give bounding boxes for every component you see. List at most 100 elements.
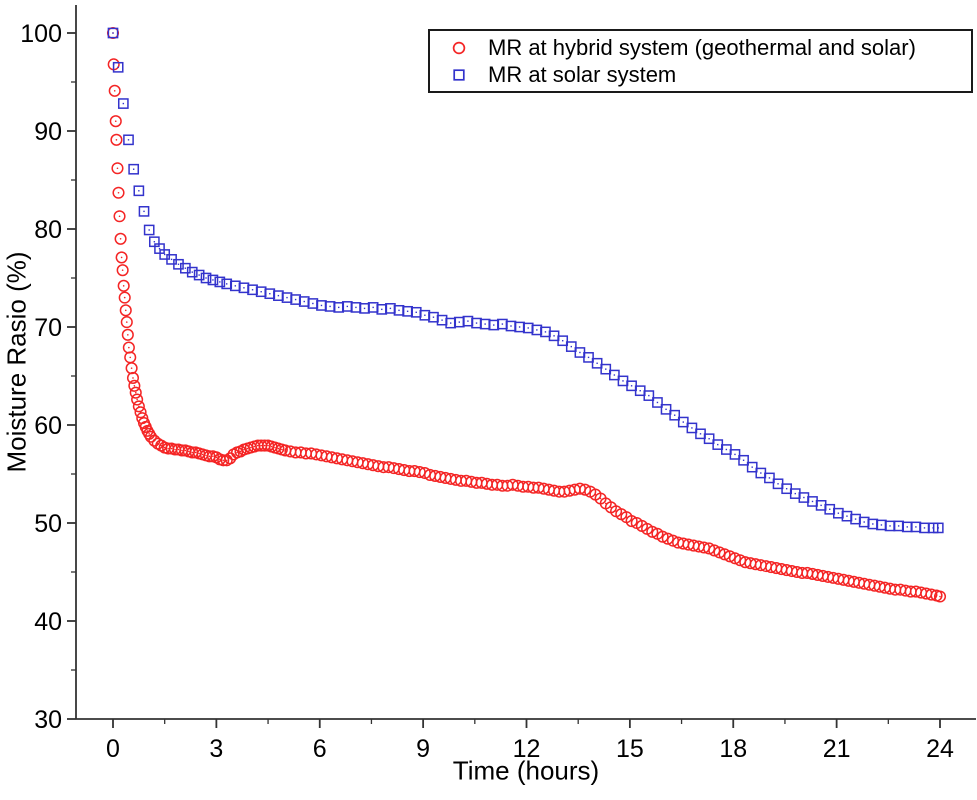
- data-point-center-dot: [338, 306, 340, 309]
- data-point-hybrid: [217, 454, 230, 467]
- data-point-center-dot: [251, 289, 254, 291]
- data-point-center-dot: [148, 433, 150, 435]
- data-point-solar: [660, 403, 672, 415]
- data-point-hybrid: [114, 232, 127, 245]
- data-point-center-dot: [269, 292, 271, 295]
- series-circle: [106, 26, 947, 603]
- data-point-center-dot: [167, 447, 169, 450]
- y-tick-label: 100: [20, 20, 62, 48]
- data-point-center-dot: [222, 459, 225, 462]
- data-point-center-dot: [205, 454, 207, 457]
- data-point-center-dot: [501, 323, 504, 325]
- data-point-center-dot: [734, 453, 736, 456]
- data-point-hybrid: [120, 316, 133, 329]
- data-point-center-dot: [863, 521, 865, 523]
- data-point-center-dot: [114, 120, 117, 122]
- data-point-center-dot: [665, 408, 667, 411]
- data-point-center-dot: [177, 263, 180, 265]
- legend-label-solar: MR at solar system: [488, 61, 677, 87]
- data-point-center-dot: [127, 334, 129, 336]
- data-point-solar: [117, 98, 129, 109]
- data-point-center-dot: [622, 380, 624, 382]
- x-tick-label: 3: [209, 735, 223, 763]
- data-point-hybrid: [708, 544, 721, 557]
- data-point-center-dot: [163, 253, 166, 256]
- data-point-hybrid: [115, 251, 128, 264]
- data-point-center-dot: [467, 320, 469, 322]
- data-point-solar: [133, 185, 145, 197]
- data-point-hybrid: [144, 430, 157, 443]
- data-point-solar: [565, 341, 577, 352]
- data-point-center-dot: [174, 448, 176, 451]
- data-point-center-dot: [553, 335, 555, 337]
- x-tick-label: 6: [313, 735, 327, 763]
- data-point-solar: [123, 134, 134, 146]
- data-point-center-dot: [935, 594, 938, 597]
- data-point-center-dot: [837, 512, 840, 514]
- data-point-center-dot: [630, 385, 633, 387]
- data-point-center-dot: [118, 215, 121, 218]
- data-point-center-dot: [239, 450, 242, 453]
- data-point-center-dot: [201, 453, 204, 456]
- data-point-hybrid: [625, 514, 638, 528]
- data-point-center-dot: [188, 450, 190, 453]
- data-point-solar: [669, 409, 681, 421]
- data-point-center-dot: [250, 446, 252, 449]
- data-point-center-dot: [329, 305, 331, 308]
- data-point-center-dot: [889, 525, 891, 527]
- data-point-center-dot: [458, 321, 461, 323]
- data-point-center-dot: [906, 526, 908, 528]
- data-point-center-dot: [191, 271, 193, 273]
- x-tick-label: 18: [719, 735, 747, 763]
- data-point-center-dot: [915, 526, 917, 528]
- legend-square-marker-icon: [430, 67, 488, 83]
- data-point-center-dot: [777, 483, 779, 485]
- data-point-center-dot: [561, 340, 564, 342]
- data-point-center-dot: [605, 368, 607, 370]
- data-point-hybrid: [134, 406, 147, 419]
- data-point-center-dot: [112, 32, 114, 34]
- data-point-center-dot: [760, 472, 762, 474]
- data-point-center-dot: [138, 190, 140, 192]
- data-point-solar: [591, 357, 603, 369]
- data-point-center-dot: [277, 294, 280, 297]
- data-point-center-dot: [613, 374, 616, 376]
- data-point-center-dot: [699, 433, 702, 435]
- data-point-center-dot: [518, 326, 521, 328]
- data-point-center-dot: [177, 448, 180, 451]
- data-point-solar: [686, 422, 698, 434]
- data-point-hybrid: [116, 264, 129, 277]
- data-point-solar: [143, 224, 155, 236]
- data-point-center-dot: [794, 492, 796, 495]
- data-point-solar: [729, 449, 741, 460]
- data-point-center-dot: [880, 524, 883, 526]
- data-point-center-dot: [243, 448, 245, 451]
- data-point-center-dot: [184, 267, 187, 269]
- data-point-center-dot: [320, 304, 323, 307]
- data-point-center-dot: [639, 390, 641, 392]
- data-point-center-dot: [225, 459, 228, 462]
- data-point-center-dot: [256, 444, 259, 447]
- y-tick-label: 70: [34, 314, 62, 342]
- data-point-hybrid: [113, 210, 126, 223]
- data-point-center-dot: [536, 329, 538, 331]
- data-point-center-dot: [303, 300, 305, 303]
- data-point-solar: [193, 269, 205, 281]
- data-point-center-dot: [406, 310, 409, 313]
- data-point-center-dot: [872, 523, 874, 525]
- data-point-center-dot: [294, 298, 297, 301]
- data-point-solar: [214, 276, 226, 288]
- data-point-center-dot: [148, 229, 150, 231]
- data-point-center-dot: [656, 401, 659, 404]
- data-point-center-dot: [205, 277, 207, 279]
- data-point-center-dot: [312, 302, 314, 305]
- data-point-solar: [557, 335, 569, 347]
- data-point-center-dot: [113, 90, 116, 92]
- x-tick-label: 12: [513, 735, 541, 763]
- data-point-center-dot: [398, 309, 400, 312]
- data-point-hybrid: [126, 371, 140, 385]
- data-point-solar: [583, 352, 594, 363]
- y-tick-label: 50: [34, 510, 62, 538]
- data-point-center-dot: [570, 345, 572, 348]
